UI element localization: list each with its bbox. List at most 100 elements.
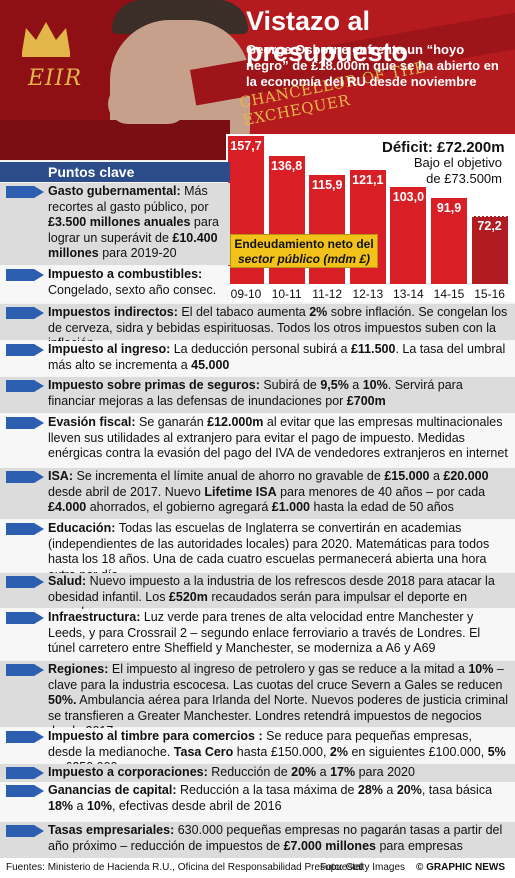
key-point-title: Impuesto al timbre para comercios :: [48, 729, 267, 743]
hand-holding-box: [108, 84, 188, 124]
key-point-body: 630.000 pequeñas empresas no pagarán tas…: [48, 823, 503, 853]
key-point-item: Impuesto a combustibles: Congelado, sext…: [0, 266, 230, 302]
key-point-text: Gasto gubernamental: Más recortes al gas…: [48, 184, 224, 262]
arrow-icon: [6, 825, 44, 837]
key-point-title: Regiones:: [48, 662, 112, 676]
deficit-annotation: Déficit: £72.200m: [382, 139, 505, 156]
key-point-body: El impuesto al ingreso de petrolero y ga…: [48, 662, 508, 738]
x-tick-label: 09-10: [230, 287, 262, 301]
arrow-icon: [6, 417, 44, 429]
bar-14-15: [431, 197, 467, 284]
key-point-item: Infraestructura: Luz verde para trenes d…: [0, 609, 515, 660]
key-point-title: Infraestructura:: [48, 610, 144, 624]
key-point-item: Ganancias de capital: Reducción a la tas…: [0, 782, 515, 821]
key-point-body: La deducción personal subirá a £11.500. …: [48, 342, 506, 372]
arrow-icon: [6, 186, 44, 198]
deficit-target-line1: Bajo el objetivo: [413, 155, 502, 170]
key-point-text: Evasión fiscal: Se ganarán £12.000m al e…: [48, 415, 509, 462]
chart-title-line1: Endeudamiento neto del: [234, 237, 374, 251]
crown-icon: [22, 22, 70, 57]
royal-cypher: EIIR: [28, 66, 83, 91]
key-point-title: Evasión fiscal:: [48, 415, 140, 429]
arrow-icon: [6, 612, 44, 624]
arrow-icon: [6, 307, 44, 319]
brand-credit: © GRAPHIC NEWS: [415, 862, 505, 873]
key-point-body: Reducción a la tasa máxima de 28% a 20%,…: [48, 783, 493, 813]
key-point-title: Educación:: [48, 521, 119, 535]
bar-13-14: [390, 187, 427, 284]
bar-value-label: 115,9: [311, 178, 343, 193]
key-point-text: Salud: Nuevo impuesto a la industria de …: [48, 574, 509, 621]
key-point-title: Impuesto a combustibles:: [48, 267, 203, 281]
target-line: [472, 215, 506, 218]
key-point-body: Más recortes al gasto público, por £3.50…: [48, 184, 219, 260]
arrow-icon: [6, 664, 44, 676]
chart-title-box: Endeudamiento neto del sector público (m…: [230, 234, 378, 268]
budget-box: [0, 120, 230, 160]
arrow-icon: [6, 344, 44, 356]
page-subtitle: George Osborne enfrenta un “hoyo negro” …: [246, 42, 499, 89]
key-point-item: Gasto gubernamental: Más recortes al gas…: [0, 183, 230, 265]
key-point-item: ISA: Se incrementa el límite anual de ah…: [0, 468, 515, 519]
key-point-body: Se ganarán £12.000m al evitar que las em…: [48, 415, 508, 460]
key-point-body: Congelado, sexto año consec.: [48, 282, 217, 297]
key-point-title: Impuesto a corporaciones:: [48, 765, 212, 779]
key-point-item: Salud: Nuevo impuesto a la industria de …: [0, 573, 515, 619]
arrow-icon: [6, 269, 44, 281]
sources-text: Fuentes: Ministerio de Hacienda R.U., Of…: [6, 862, 363, 873]
key-point-text: Impuesto sobre primas de seguros: Subirá…: [48, 378, 509, 409]
deficit-target-line2: de £73.500m: [426, 171, 502, 186]
arrow-icon: [6, 471, 44, 483]
x-tick-label: 15-16: [474, 287, 505, 301]
header-banner: EIIR CHANCELLOR OF THE EXCHEQUER Vistazo…: [0, 0, 515, 160]
bar-15-16: [471, 216, 508, 284]
key-point-item: Tasas empresariales: 630.000 pequeñas em…: [0, 822, 515, 858]
key-point-text: Impuesto al ingreso: La deducción person…: [48, 342, 509, 373]
photo-credit: Foto: Getty Images: [320, 862, 406, 873]
page-title: Vistazo al presupuesto: [246, 6, 409, 67]
x-tick-label: 12-13: [352, 287, 384, 301]
key-point-item: Regiones: El impuesto al ingreso de petr…: [0, 661, 515, 738]
key-point-item: Evasión fiscal: Se ganarán £12.000m al e…: [0, 414, 515, 467]
key-point-title: Gasto gubernamental:: [48, 184, 185, 198]
key-point-text: ISA: Se incrementa el límite anual de ah…: [48, 469, 509, 516]
bar-value-label: 91,9: [436, 200, 462, 215]
key-point-body: Subirá de 9,5% a 10%. Servirá para finan…: [48, 378, 463, 408]
key-point-title: Impuestos indirectos:: [48, 305, 182, 319]
bar-value-label: 157,7: [230, 139, 262, 154]
key-point-item: Impuesto al ingreso: La deducción person…: [0, 341, 515, 376]
key-point-item: Impuesto a corporaciones: Reducción de 2…: [0, 764, 515, 782]
key-point-body: Luz verde para trenes de alta velocidad …: [48, 610, 481, 655]
bar-value-label: 72,2: [477, 219, 502, 234]
key-point-title: Impuesto sobre primas de seguros:: [48, 378, 264, 392]
arrow-icon: [6, 576, 44, 588]
key-point-item: Impuestos indirectos: El del tabaco aume…: [0, 304, 515, 350]
key-points-heading: Puntos clave: [0, 162, 230, 182]
bar-value-label: 136,8: [270, 158, 303, 173]
bar-value-label: 121,1: [352, 173, 384, 188]
arrow-icon: [6, 731, 44, 743]
key-point-text: Tasas empresariales: 630.000 pequeñas em…: [48, 823, 509, 854]
arrow-icon: [6, 785, 44, 797]
arrow-icon: [6, 767, 44, 779]
x-tick-label: 10-11: [271, 287, 302, 301]
key-point-title: Ganancias de capital:: [48, 783, 180, 797]
key-point-text: Impuesto a corporaciones: Reducción de 2…: [48, 765, 509, 781]
key-point-body: Reducción de 20% a 17% para 2020: [211, 765, 415, 779]
x-tick-label: 13-14: [393, 287, 424, 301]
chart-title-line2: sector público (mdm £): [237, 252, 371, 266]
arrow-icon: [6, 380, 44, 392]
arrow-icon: [6, 523, 44, 535]
key-point-body: Se incrementa el límite anual de ahorro …: [48, 469, 489, 514]
key-point-title: Tasas empresariales:: [48, 823, 178, 837]
x-tick-label: 14-15: [433, 287, 465, 301]
key-point-text: Regiones: El impuesto al ingreso de petr…: [48, 662, 509, 740]
key-point-item: Educación: Todas las escuelas de Inglate…: [0, 520, 515, 582]
key-point-item: Impuesto al timbre para comercios : Se r…: [0, 728, 515, 774]
key-point-title: Impuesto al ingreso:: [48, 342, 174, 356]
key-point-item: Impuesto sobre primas de seguros: Subirá…: [0, 377, 515, 413]
deficit-target-note: Bajo el objetivo de £73.500m: [382, 155, 502, 187]
key-point-title: ISA:: [48, 469, 77, 483]
bar-value-label: 103,0: [392, 190, 425, 205]
